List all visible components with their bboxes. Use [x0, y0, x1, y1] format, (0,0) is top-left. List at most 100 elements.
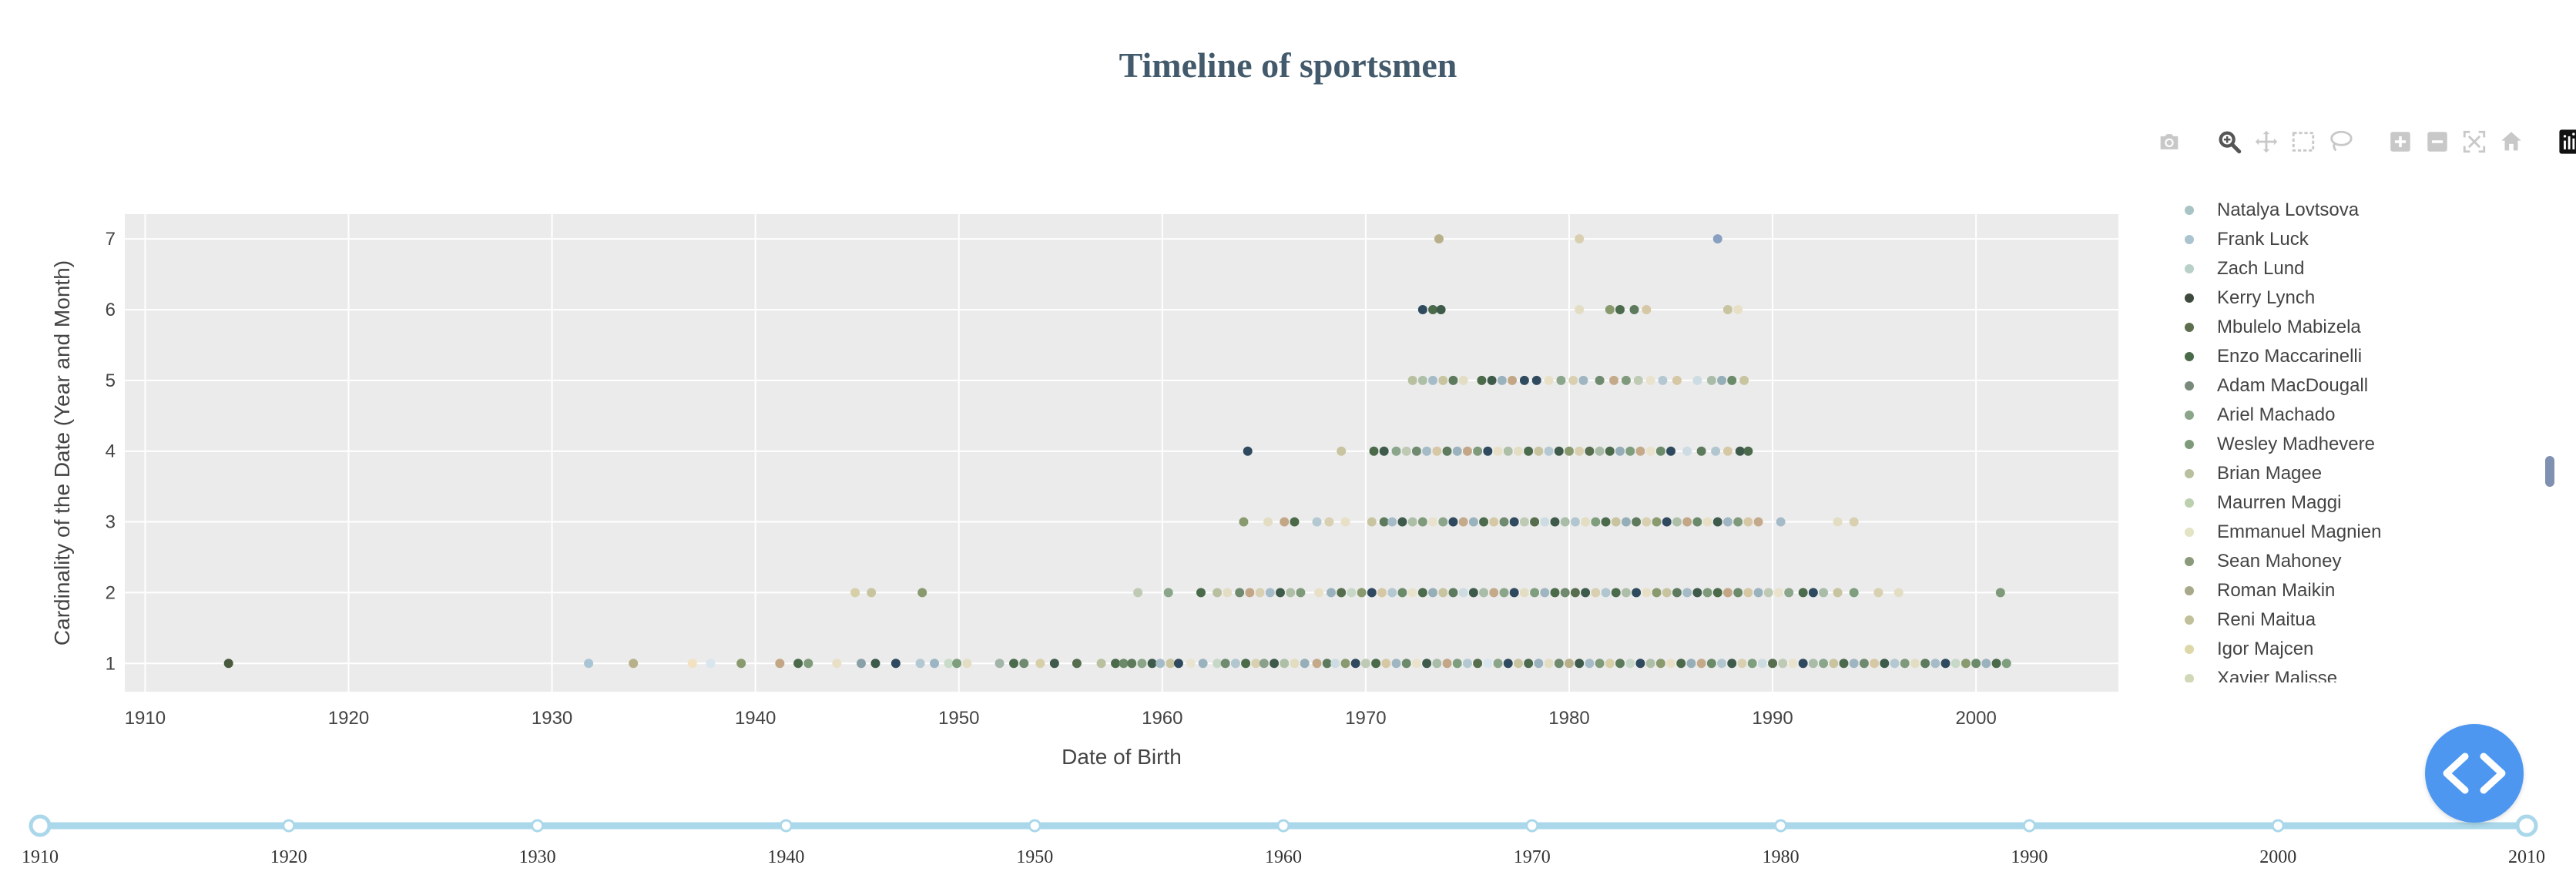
data-point[interactable] [1645, 659, 1655, 669]
data-point[interactable] [1286, 588, 1296, 598]
legend-item[interactable]: Brian Magee [2166, 459, 2521, 488]
data-point[interactable] [1743, 588, 1753, 598]
data-point[interactable] [1798, 588, 1808, 598]
data-point[interactable] [1324, 517, 1334, 527]
data-point[interactable] [1357, 588, 1367, 598]
data-point[interactable] [1686, 659, 1696, 669]
legend-item[interactable]: Igor Majcen [2166, 635, 2521, 664]
legend-item[interactable]: Sean Mahoney [2166, 547, 2521, 576]
data-point[interactable] [2001, 659, 2011, 669]
pan-icon[interactable] [2251, 126, 2282, 157]
data-point[interactable] [1290, 659, 1300, 669]
data-point[interactable] [1692, 588, 1702, 598]
camera-icon[interactable] [2154, 126, 2185, 157]
reset-axes-icon[interactable] [2496, 126, 2527, 157]
data-point[interactable] [1849, 517, 1859, 527]
legend[interactable]: Natalya Lovtsova Frank Luck Zach Lund Kerry… [2166, 196, 2521, 682]
legend-item[interactable]: Roman Maikin [2166, 576, 2521, 605]
data-point[interactable] [1808, 588, 1818, 598]
data-point[interactable] [1733, 517, 1743, 527]
data-point[interactable] [1377, 588, 1387, 598]
data-point[interactable] [1605, 305, 1615, 314]
data-point[interactable] [1438, 375, 1448, 385]
data-point[interactable] [1575, 446, 1585, 456]
data-point[interactable] [1508, 375, 1518, 385]
data-point[interactable] [1682, 588, 1692, 598]
data-point[interactable] [1642, 588, 1652, 598]
data-point[interactable] [1322, 659, 1332, 669]
data-point[interactable] [1920, 659, 1930, 669]
data-point[interactable] [1763, 588, 1773, 598]
data-point[interactable] [1255, 588, 1265, 598]
data-point[interactable] [1621, 375, 1631, 385]
slider-step[interactable] [1276, 819, 1290, 833]
data-point[interactable] [1280, 517, 1290, 527]
data-point[interactable] [1833, 588, 1843, 598]
data-point[interactable] [1652, 588, 1662, 598]
data-point[interactable] [1519, 588, 1529, 598]
data-point[interactable] [1556, 375, 1566, 385]
zoom-out-icon[interactable] [2422, 126, 2453, 157]
data-point[interactable] [1379, 517, 1389, 527]
data-point[interactable] [1401, 446, 1411, 456]
data-point[interactable] [1448, 588, 1458, 598]
data-point[interactable] [1173, 659, 1183, 669]
zoom-in-icon[interactable] [2385, 126, 2416, 157]
data-point[interactable] [1778, 659, 1788, 669]
data-point[interactable] [917, 588, 927, 598]
data-point[interactable] [1676, 659, 1686, 669]
legend-item[interactable]: Ariel Machado [2166, 401, 2521, 430]
data-point[interactable] [1625, 446, 1635, 456]
data-point[interactable] [1873, 588, 1883, 598]
data-point[interactable] [1652, 517, 1662, 527]
data-point[interactable] [1270, 659, 1280, 669]
data-point[interactable] [1497, 375, 1507, 385]
data-point[interactable] [1458, 375, 1468, 385]
legend-item[interactable]: Zach Lund [2166, 254, 2521, 283]
data-point[interactable] [1722, 446, 1732, 456]
data-point[interactable] [775, 659, 785, 669]
data-point[interactable] [1849, 588, 1859, 598]
data-point[interactable] [1739, 375, 1749, 385]
data-point[interactable] [1263, 517, 1273, 527]
data-point[interactable] [1434, 234, 1444, 244]
data-point[interactable] [1265, 588, 1275, 598]
data-point[interactable] [1417, 517, 1427, 527]
data-point[interactable] [1166, 659, 1176, 669]
data-point[interactable] [1930, 659, 1940, 669]
data-point[interactable] [1757, 659, 1767, 669]
data-point[interactable] [1019, 659, 1029, 669]
data-point[interactable] [1578, 375, 1588, 385]
slider-step[interactable] [2022, 819, 2036, 833]
data-point[interactable] [1605, 446, 1615, 456]
data-point[interactable] [1477, 375, 1487, 385]
data-point[interactable] [1615, 659, 1625, 669]
data-point[interactable] [1727, 659, 1737, 669]
data-point[interactable] [1682, 446, 1692, 456]
data-point[interactable] [1530, 517, 1540, 527]
data-point[interactable] [1995, 588, 2005, 598]
data-point[interactable] [1462, 446, 1472, 456]
legend-item[interactable]: Maurren Maggi [2166, 488, 2521, 518]
data-point[interactable] [1483, 659, 1493, 669]
data-point[interactable] [870, 659, 880, 669]
data-point[interactable] [1629, 305, 1639, 314]
data-point[interactable] [1436, 305, 1446, 314]
data-point[interactable] [1220, 659, 1230, 669]
data-point[interactable] [1662, 588, 1672, 598]
data-point[interactable] [1601, 517, 1611, 527]
data-point[interactable] [1712, 517, 1722, 527]
data-point[interactable] [1327, 588, 1337, 598]
data-point[interactable] [1737, 659, 1747, 669]
data-point[interactable] [1300, 659, 1310, 669]
legend-item[interactable]: Reni Maitua [2166, 605, 2521, 635]
data-point[interactable] [1401, 659, 1411, 669]
data-point[interactable] [223, 659, 233, 669]
data-point[interactable] [1111, 659, 1121, 669]
data-point[interactable] [1711, 446, 1721, 456]
data-point[interactable] [1428, 588, 1438, 598]
data-point[interactable] [1442, 659, 1452, 669]
data-point[interactable] [1259, 659, 1269, 669]
data-point[interactable] [1591, 588, 1601, 598]
data-point[interactable] [1483, 446, 1493, 456]
